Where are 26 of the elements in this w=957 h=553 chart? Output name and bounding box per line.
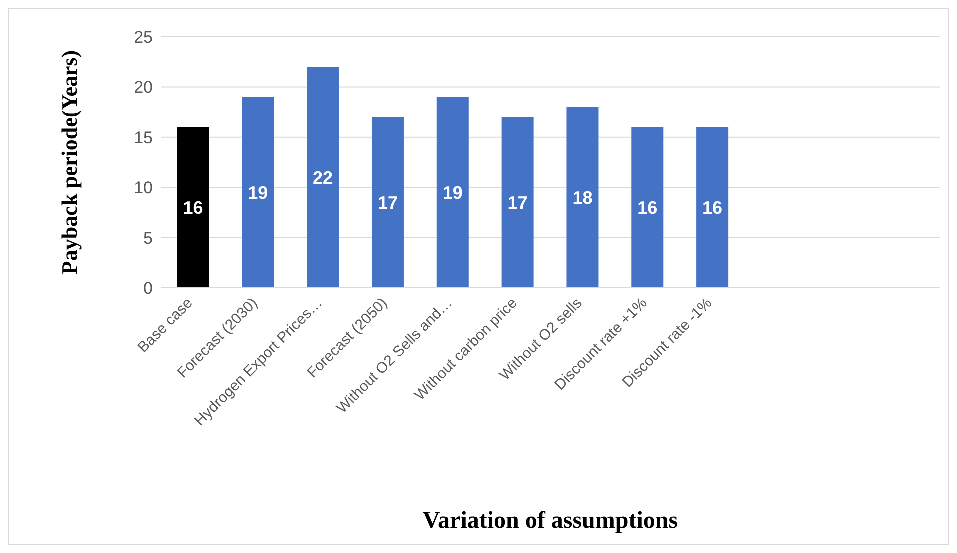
y-tick-label: 10 <box>134 178 153 198</box>
bar <box>177 127 210 288</box>
bar <box>436 97 469 288</box>
data-label: 17 <box>378 193 398 214</box>
y-tick-label: 0 <box>144 279 153 298</box>
y-tick-label: 20 <box>134 78 153 98</box>
bar <box>632 127 664 288</box>
bar <box>502 117 534 288</box>
bar <box>696 127 729 288</box>
x-axis-title: Variation of assumptions <box>422 508 678 534</box>
bar <box>566 107 599 288</box>
data-label: 19 <box>248 183 268 204</box>
data-label: 16 <box>702 198 723 218</box>
y-tick-label: 5 <box>144 228 153 248</box>
data-label: 16 <box>183 198 204 218</box>
bar <box>307 67 340 288</box>
bar <box>372 117 404 288</box>
data-label: 22 <box>313 168 334 188</box>
data-label: 16 <box>638 198 658 218</box>
data-label: 17 <box>508 193 528 214</box>
y-tick-label: 15 <box>134 128 153 148</box>
y-axis-title: Payback periode(Years) <box>56 50 82 275</box>
y-tick-label: 25 <box>134 28 153 48</box>
data-label: 18 <box>572 188 593 208</box>
bar <box>242 97 274 288</box>
data-label: 19 <box>442 183 463 204</box>
